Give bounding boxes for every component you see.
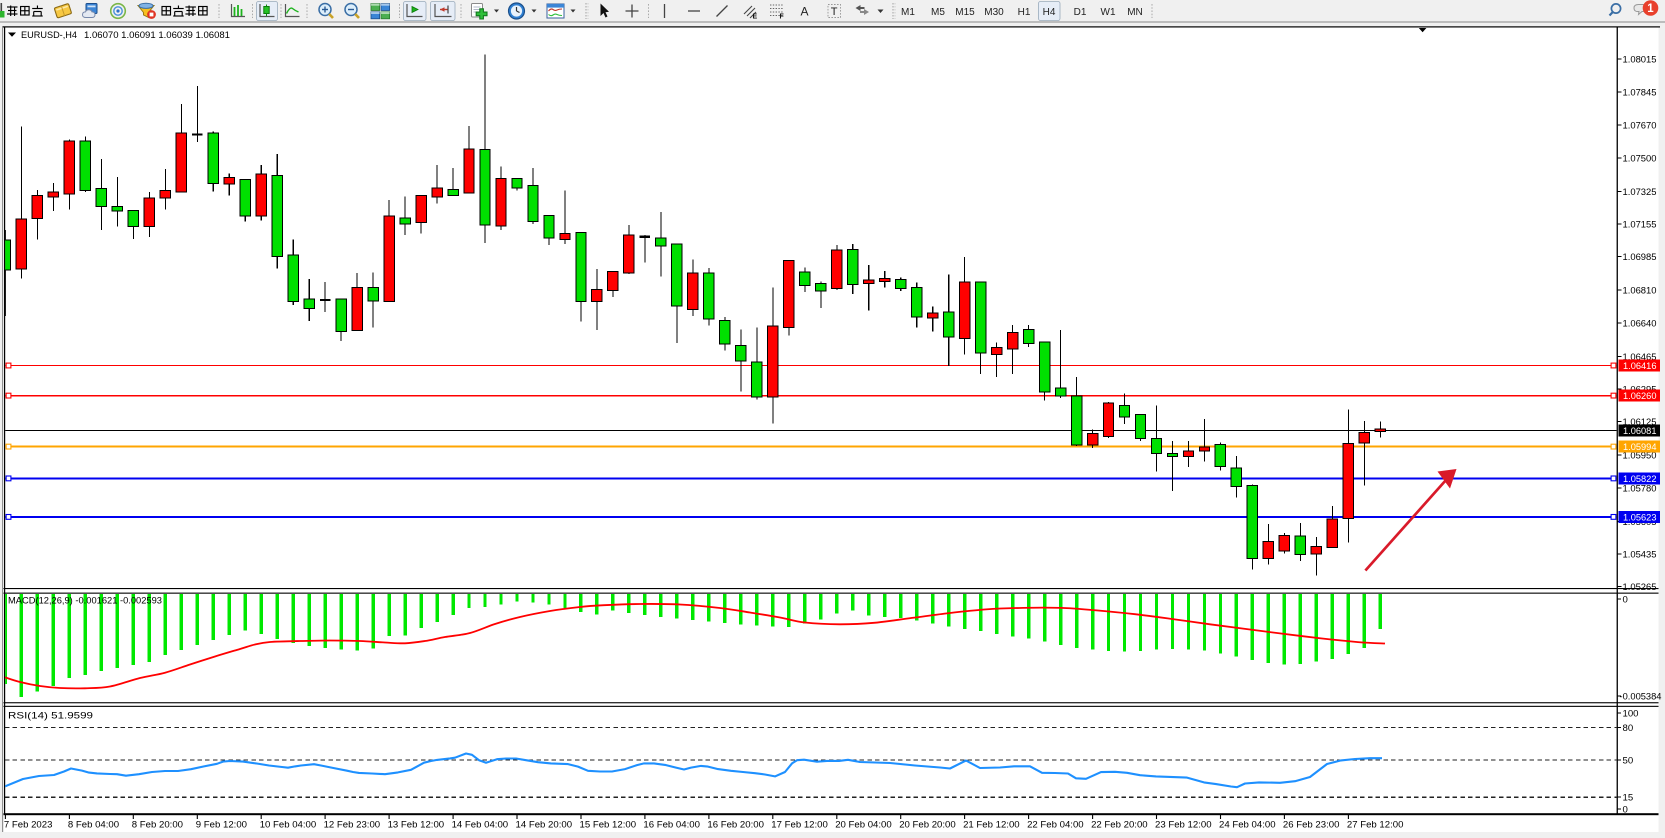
svg-text:12 Feb 23:00: 12 Feb 23:00 (324, 820, 381, 831)
svg-text:RSI(14) 51.9599: RSI(14) 51.9599 (8, 711, 93, 722)
svg-text:1.08015: 1.08015 (1623, 55, 1657, 66)
svg-text:17 Feb 12:00: 17 Feb 12:00 (771, 820, 828, 831)
svg-text:13 Feb 12:00: 13 Feb 12:00 (388, 820, 445, 831)
svg-text:21 Feb 12:00: 21 Feb 12:00 (963, 820, 1020, 831)
svg-text:1.06081: 1.06081 (1623, 426, 1657, 437)
svg-text:M30: M30 (984, 7, 1004, 18)
svg-text:W1: W1 (1101, 7, 1116, 18)
svg-text:1.06125: 1.06125 (1623, 417, 1657, 428)
svg-text:22 Feb 20:00: 22 Feb 20:00 (1091, 820, 1148, 831)
svg-text:0: 0 (1623, 595, 1628, 606)
svg-text:M15: M15 (955, 7, 975, 18)
svg-text:15 Feb 12:00: 15 Feb 12:00 (580, 820, 637, 831)
svg-text:EURUSD-,H4: EURUSD-,H4 (21, 30, 78, 41)
svg-text:F: F (780, 14, 785, 21)
svg-text:1.05994: 1.05994 (1623, 442, 1657, 453)
svg-text:H4: H4 (1043, 7, 1056, 18)
svg-text:24 Feb 04:00: 24 Feb 04:00 (1219, 820, 1276, 831)
svg-text:1.05265: 1.05265 (1623, 582, 1657, 593)
svg-text:1.07845: 1.07845 (1623, 88, 1657, 99)
svg-text:1: 1 (1647, 3, 1654, 15)
svg-text:26 Feb 23:00: 26 Feb 23:00 (1283, 820, 1340, 831)
svg-text:80: 80 (1623, 723, 1634, 734)
svg-text:1.06985: 1.06985 (1623, 252, 1657, 263)
svg-text:1.05623: 1.05623 (1623, 513, 1657, 524)
svg-text:1.05950: 1.05950 (1623, 451, 1657, 462)
svg-text:1.06070 1.06091 1.06039 1.0608: 1.06070 1.06091 1.06039 1.06081 (84, 30, 230, 41)
svg-text:A: A (801, 5, 809, 19)
svg-text:T: T (831, 6, 838, 18)
svg-text:20 Feb 04:00: 20 Feb 04:00 (835, 820, 892, 831)
svg-text:1.06810: 1.06810 (1623, 286, 1657, 297)
svg-text:M1: M1 (901, 7, 915, 18)
svg-text:1.06260: 1.06260 (1623, 391, 1657, 402)
svg-text:-0.005384: -0.005384 (1620, 692, 1663, 703)
svg-text:9 Feb 12:00: 9 Feb 12:00 (196, 820, 247, 831)
svg-text:0: 0 (1623, 805, 1628, 816)
svg-text:1.07670: 1.07670 (1623, 121, 1657, 132)
svg-text:8 Feb 04:00: 8 Feb 04:00 (68, 820, 119, 831)
svg-text:1.05822: 1.05822 (1623, 474, 1657, 485)
svg-text:14 Feb 04:00: 14 Feb 04:00 (452, 820, 509, 831)
svg-text:E: E (753, 14, 758, 21)
svg-text:M5: M5 (931, 7, 945, 18)
svg-text:1.07325: 1.07325 (1623, 187, 1657, 198)
svg-text:1.05780: 1.05780 (1623, 484, 1657, 495)
svg-text:H1: H1 (1018, 7, 1031, 18)
svg-text:27 Feb 12:00: 27 Feb 12:00 (1347, 820, 1404, 831)
svg-text:10 Feb 04:00: 10 Feb 04:00 (260, 820, 317, 831)
svg-text:15: 15 (1623, 793, 1634, 804)
svg-text:7 Feb 2023: 7 Feb 2023 (4, 820, 53, 831)
svg-text:1.06465: 1.06465 (1623, 352, 1657, 363)
svg-text:22 Feb 04:00: 22 Feb 04:00 (1027, 820, 1084, 831)
svg-text:23 Feb 12:00: 23 Feb 12:00 (1155, 820, 1212, 831)
svg-text:1.07500: 1.07500 (1623, 154, 1657, 165)
svg-text:MN: MN (1127, 7, 1143, 18)
svg-text:20 Feb 20:00: 20 Feb 20:00 (899, 820, 956, 831)
svg-text:16 Feb 04:00: 16 Feb 04:00 (643, 820, 700, 831)
svg-text:14 Feb 20:00: 14 Feb 20:00 (516, 820, 573, 831)
svg-text:MACD(12,26,9) -0.001621 -0.002: MACD(12,26,9) -0.001621 -0.002593 (8, 596, 162, 607)
svg-text:8 Feb 20:00: 8 Feb 20:00 (132, 820, 183, 831)
svg-text:1.06640: 1.06640 (1623, 319, 1657, 330)
svg-text:1.05435: 1.05435 (1623, 550, 1657, 561)
svg-text:50: 50 (1623, 755, 1634, 766)
svg-text:16 Feb 20:00: 16 Feb 20:00 (707, 820, 764, 831)
svg-text:100: 100 (1623, 709, 1639, 720)
svg-text:D1: D1 (1074, 7, 1087, 18)
svg-text:1.07155: 1.07155 (1623, 220, 1657, 231)
svg-text:1.06416: 1.06416 (1623, 361, 1657, 372)
